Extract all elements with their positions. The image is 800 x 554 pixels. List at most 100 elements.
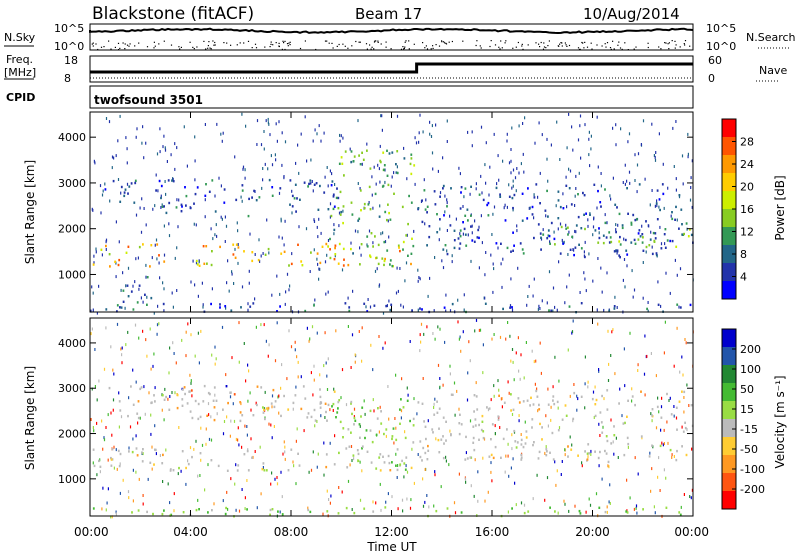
noise-pixel xyxy=(372,398,374,402)
nsearch-dot xyxy=(462,40,464,42)
noise-pixel xyxy=(143,156,145,160)
echo-pixel xyxy=(197,402,200,406)
noise-pixel xyxy=(446,119,448,123)
echo-pixel xyxy=(323,191,326,194)
noise-pixel xyxy=(115,154,117,158)
echo-pixel xyxy=(572,417,575,421)
noise-pixel xyxy=(154,386,156,390)
echo-pixel xyxy=(267,247,270,251)
echo-pixel xyxy=(421,199,423,202)
noise-pixel xyxy=(400,303,402,307)
noise-pixel xyxy=(592,233,594,237)
noise-pixel xyxy=(278,394,280,398)
echo-pixel xyxy=(550,309,553,312)
echo-pixel xyxy=(426,205,429,208)
echo-pixel xyxy=(627,212,629,215)
noise-pixel xyxy=(667,186,669,190)
noise-pixel xyxy=(379,204,381,208)
echo-pixel xyxy=(419,440,422,443)
noise-pixel xyxy=(615,436,617,440)
noise-pixel xyxy=(434,473,436,477)
noise-pixel xyxy=(628,132,631,136)
echo-pixel xyxy=(131,511,133,514)
echo-pixel xyxy=(638,229,641,232)
noise-pixel xyxy=(484,273,486,277)
velocity-colorbar-label: Velocity [m s⁻¹] xyxy=(773,375,787,468)
colorbar-segment xyxy=(722,491,736,510)
noise-pixel xyxy=(660,242,663,246)
noise-pixel xyxy=(291,189,293,193)
echo-pixel xyxy=(226,469,229,472)
echo-pixel xyxy=(120,185,123,189)
noise-pixel xyxy=(137,421,139,425)
echo-pixel xyxy=(659,444,662,448)
noise-pixel xyxy=(225,373,227,377)
echo-pixel xyxy=(251,259,254,263)
nsearch-dot xyxy=(674,40,676,42)
echo-pixel xyxy=(375,467,378,470)
echo-pixel xyxy=(319,395,322,399)
echo-pixel xyxy=(471,239,474,242)
noise-pixel xyxy=(359,246,361,250)
noise-pixel xyxy=(659,489,661,492)
noise-pixel xyxy=(135,213,138,217)
colorbar-tick-label: 20 xyxy=(740,181,754,194)
noise-pixel xyxy=(278,120,280,124)
noise-pixel xyxy=(316,257,318,261)
echo-pixel xyxy=(338,451,340,455)
echo-pixel xyxy=(482,198,485,202)
noise-pixel xyxy=(651,419,653,423)
noise-pixel xyxy=(316,132,318,136)
noise-pixel xyxy=(384,180,386,184)
noise-pixel xyxy=(403,146,405,150)
noise-pixel xyxy=(513,378,515,382)
noise-pixel xyxy=(335,329,337,333)
echo-pixel xyxy=(232,243,235,246)
noise-pixel xyxy=(370,343,372,347)
echo-pixel xyxy=(342,264,345,267)
echo-pixel xyxy=(139,387,142,391)
echo-pixel xyxy=(359,163,362,166)
noise-pixel xyxy=(651,467,653,471)
nsearch-dot xyxy=(375,40,377,42)
echo-pixel xyxy=(246,508,248,511)
noise-pixel xyxy=(590,453,592,456)
colorbar-segment xyxy=(722,173,736,192)
echo-pixel xyxy=(513,193,516,197)
noise-pixel xyxy=(341,490,343,494)
nsearch-dot xyxy=(331,42,333,44)
echo-pixel xyxy=(176,406,179,410)
echo-pixel xyxy=(402,248,404,251)
echo-pixel xyxy=(685,222,688,225)
echo-pixel xyxy=(442,187,444,190)
noise-pixel xyxy=(587,224,589,228)
noise-pixel xyxy=(172,341,174,345)
noise-pixel xyxy=(300,132,302,136)
echo-pixel xyxy=(503,401,506,404)
echo-pixel xyxy=(358,423,361,426)
noise-pixel xyxy=(241,199,243,203)
echo-pixel xyxy=(424,208,427,211)
noise-pixel xyxy=(322,512,324,516)
echo-pixel xyxy=(436,231,439,234)
nsearch-dot xyxy=(178,46,180,48)
noise-pixel xyxy=(115,275,117,279)
noise-pixel xyxy=(171,291,173,295)
noise-pixel xyxy=(480,125,483,129)
echo-pixel xyxy=(380,410,382,413)
noise-pixel xyxy=(101,193,104,197)
echo-pixel xyxy=(541,438,543,441)
noise-pixel xyxy=(523,170,525,174)
echo-pixel xyxy=(271,194,274,197)
noise-pixel xyxy=(259,445,261,449)
noise-pixel xyxy=(129,425,132,429)
echo-pixel xyxy=(350,150,353,153)
noise-pixel xyxy=(382,231,384,235)
noise-pixel xyxy=(194,135,196,139)
nsearch-dot xyxy=(568,44,571,47)
nsearch-dot xyxy=(425,45,427,47)
echo-pixel xyxy=(559,205,562,209)
noise-pixel xyxy=(94,161,96,165)
noise-pixel xyxy=(660,304,662,308)
